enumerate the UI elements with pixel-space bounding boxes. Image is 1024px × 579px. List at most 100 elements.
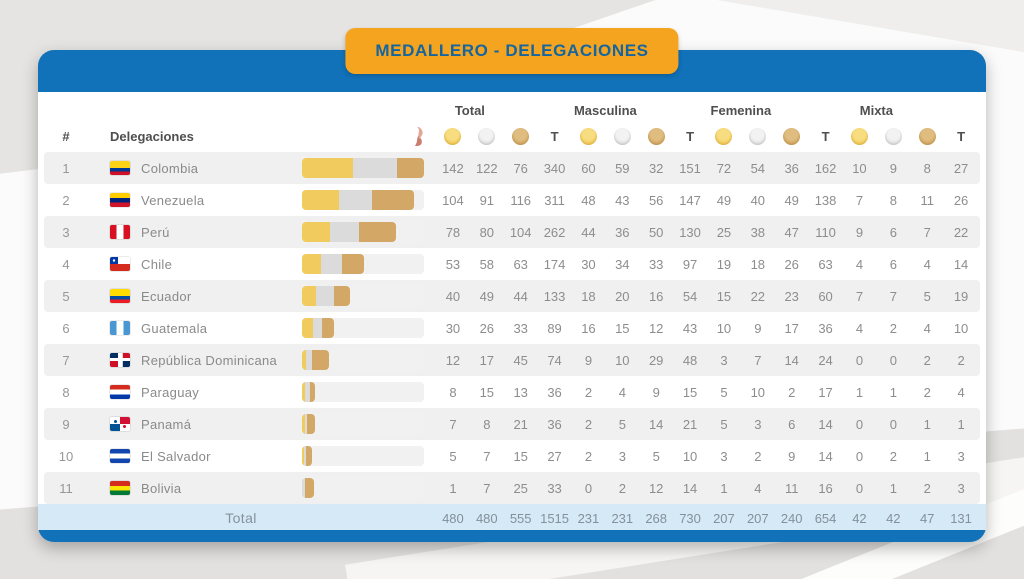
- medal-count: 44: [581, 224, 596, 240]
- medal-count: 1: [855, 384, 864, 400]
- total-medal-count: 480: [475, 510, 498, 526]
- medal-count: 9: [584, 352, 593, 368]
- page-title: MEDALLERO - DELEGACIONES: [345, 28, 679, 74]
- rank-cell: 2: [62, 192, 70, 208]
- rank-cell: 9: [62, 416, 70, 432]
- medal-count: 21: [513, 416, 528, 432]
- delegation-cell: República Dominicana: [86, 353, 296, 368]
- table-row: 2 Venezuela 104 91 116 311 48 43 56 147 49 40 49 13…: [44, 184, 980, 216]
- medal-count: 8: [889, 192, 897, 208]
- medal-count: 76: [513, 160, 528, 176]
- medal-count: 40: [445, 288, 461, 304]
- country-name: El Salvador: [141, 448, 211, 464]
- medal-count: 15: [682, 384, 698, 400]
- medal-count: 63: [818, 256, 833, 272]
- country-flag-icon: [110, 417, 130, 431]
- medal-count: 9: [889, 160, 897, 176]
- medal-count: 151: [679, 160, 701, 176]
- silver-medal-icon: [741, 127, 775, 145]
- table-row: 5 Ecuador 40 49 44 133 18 20 16 54 15 22 23 60 7 7 5 19: [44, 280, 980, 312]
- medal-count: 17: [818, 384, 833, 400]
- bronze-bar-segment: [307, 414, 315, 434]
- country-flag-icon: [110, 449, 130, 463]
- table-row: 10 El Salvador 5 7 15 27 2 3 5 10 3 2 9 14 0 2 1 3: [44, 440, 980, 472]
- medal-count: 1: [449, 480, 457, 496]
- delegations-column-header: Delegaciones: [110, 128, 194, 144]
- medal-bar-cell: [296, 408, 436, 440]
- medal-count: 138: [814, 192, 837, 208]
- country-flag-icon: [110, 193, 130, 207]
- country-flag-icon: [110, 385, 130, 399]
- medal-count: 14: [648, 416, 664, 432]
- bronze-medal-icon: [639, 127, 673, 145]
- medal-count: 17: [479, 352, 495, 368]
- delegation-cell: Ecuador: [86, 289, 296, 304]
- medal-count: 36: [818, 320, 833, 336]
- country-name: Venezuela: [141, 192, 205, 208]
- medal-count: 9: [788, 448, 796, 464]
- medal-count: 8: [449, 384, 457, 400]
- medal-count: 3: [957, 448, 965, 464]
- delegation-cell: Venezuela: [86, 193, 296, 208]
- medal-count: 47: [784, 224, 799, 240]
- bronze-bar-segment: [341, 254, 365, 274]
- medal-count: 8: [483, 416, 491, 432]
- medal-bar-track: [302, 254, 424, 274]
- medal-count: 2: [923, 352, 931, 368]
- medal-count: 4: [855, 320, 864, 336]
- table-row: 4 Chile 53 58 63 174 30 34 33 97 19 18 26 63 4 6 4 14: [44, 248, 980, 280]
- silver-bar-segment: [303, 446, 307, 466]
- rank-cell: 5: [62, 288, 70, 304]
- medal-count: 2: [618, 480, 626, 496]
- bronze-bar-segment: [396, 158, 424, 178]
- gold-medal-icon: [843, 127, 877, 145]
- rank-column-header: #: [62, 128, 70, 144]
- medal-count: 133: [543, 288, 566, 304]
- country-name: Chile: [141, 256, 173, 272]
- medal-count: 4: [855, 256, 864, 272]
- medal-bar-track: [302, 286, 424, 306]
- medal-count: 15: [513, 448, 528, 464]
- group-label: Masculina: [573, 102, 637, 118]
- medal-count: 36: [547, 384, 562, 400]
- medal-count: 4: [754, 480, 762, 496]
- medal-count: 147: [679, 192, 701, 208]
- gold-bar-segment: [302, 318, 313, 338]
- medal-count: 43: [682, 320, 698, 336]
- medal-count: 174: [543, 256, 566, 272]
- country-name: Bolivia: [141, 480, 182, 496]
- medal-bar-track: [302, 414, 424, 434]
- rank-cell: 4: [62, 256, 70, 272]
- medal-count: 7: [889, 288, 897, 304]
- medal-count: 3: [754, 416, 762, 432]
- medal-count: 262: [543, 224, 566, 240]
- medal-count: 4: [618, 384, 626, 400]
- gold-medal-icon: [572, 127, 606, 145]
- bronze-bar-segment: [371, 190, 414, 210]
- bronze-bar-segment: [304, 478, 314, 498]
- medal-count: 30: [445, 320, 461, 336]
- medal-count: 2: [923, 384, 931, 400]
- medal-count: 40: [750, 192, 766, 208]
- medal-count: 0: [889, 352, 897, 368]
- total-medal-count: 268: [645, 510, 668, 526]
- gold-bar-segment: [302, 414, 305, 434]
- delegation-cell: Panamá: [86, 417, 296, 432]
- medal-count: 1: [923, 416, 931, 432]
- total-column-header: T: [550, 128, 559, 144]
- medal-count: 10: [750, 384, 766, 400]
- table-row: 6 Guatemala 30 26 33 89 16 15 12 43 10 9 17 36 4 2 4 10: [44, 312, 980, 344]
- medal-count: 60: [581, 160, 596, 176]
- total-medal-count: 207: [746, 510, 769, 526]
- medal-bar-track: [302, 318, 424, 338]
- medal-count: 14: [818, 448, 833, 464]
- medal-count: 5: [652, 448, 660, 464]
- medal-count: 5: [618, 416, 626, 432]
- delegation-cell: Paraguay: [86, 385, 296, 400]
- total-medal-count: 480: [442, 510, 464, 526]
- medal-count: 32: [648, 160, 664, 176]
- medal-count: 8: [923, 160, 931, 176]
- medal-bar: [302, 446, 312, 466]
- medal-count: 97: [682, 256, 698, 272]
- medal-count: 104: [509, 224, 532, 240]
